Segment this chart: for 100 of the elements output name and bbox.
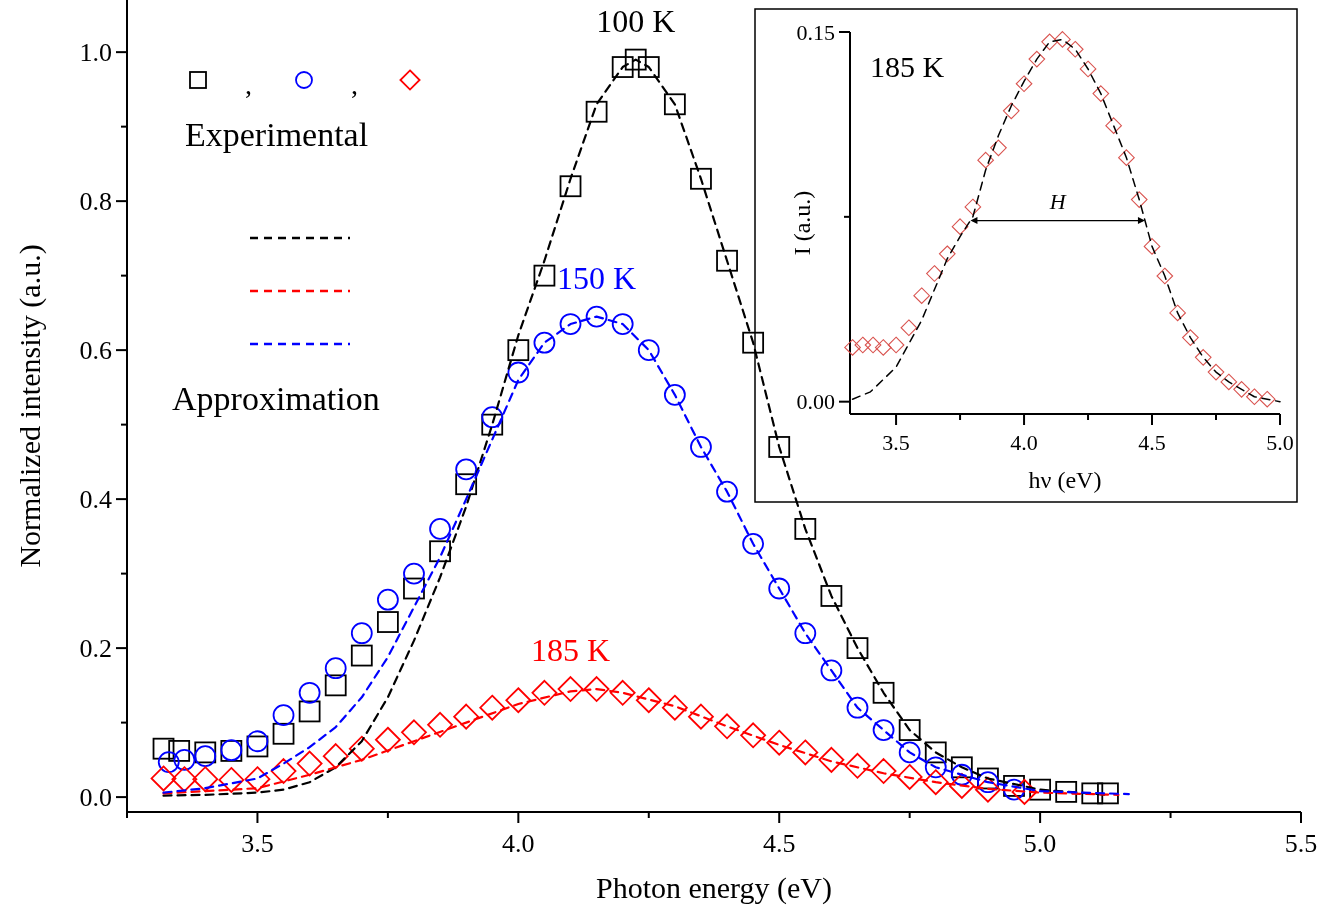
y-tick-label: 0.15 bbox=[796, 19, 835, 45]
x-tick-label: 4.5 bbox=[1138, 430, 1166, 455]
y-axis-title: Normalized intensity (a.u.) bbox=[13, 244, 47, 568]
point bbox=[296, 750, 323, 777]
point bbox=[1081, 782, 1104, 805]
point bbox=[898, 741, 921, 764]
point bbox=[324, 674, 347, 697]
point bbox=[913, 287, 931, 305]
x-axis-title: hν (eV) bbox=[1028, 467, 1102, 493]
y-tick-label: 0.2 bbox=[79, 634, 112, 664]
point bbox=[766, 729, 793, 756]
point bbox=[1156, 267, 1174, 285]
point bbox=[635, 687, 662, 714]
point bbox=[898, 719, 921, 741]
y-tick-label: 0.6 bbox=[79, 336, 112, 366]
point bbox=[401, 719, 427, 746]
point bbox=[168, 740, 191, 762]
point bbox=[557, 676, 584, 702]
series-label: 185 K bbox=[530, 632, 611, 669]
point bbox=[637, 56, 660, 78]
point bbox=[403, 577, 425, 600]
point bbox=[820, 585, 843, 607]
point bbox=[688, 703, 714, 730]
point bbox=[429, 540, 451, 563]
x-tick-label: 3.5 bbox=[882, 430, 910, 455]
point bbox=[1194, 348, 1212, 366]
point bbox=[505, 687, 532, 714]
point bbox=[742, 331, 765, 354]
point bbox=[350, 644, 373, 667]
point bbox=[820, 659, 843, 682]
point bbox=[533, 331, 556, 354]
point bbox=[690, 436, 712, 458]
point bbox=[661, 694, 688, 721]
x-tick-label: 4.5 bbox=[762, 829, 796, 858]
point bbox=[924, 741, 947, 764]
point bbox=[244, 766, 271, 793]
point bbox=[844, 339, 861, 356]
point bbox=[1207, 363, 1225, 381]
point bbox=[479, 694, 506, 721]
x-tick-label: 4.0 bbox=[502, 829, 535, 858]
point bbox=[481, 406, 504, 429]
point bbox=[429, 518, 451, 540]
point bbox=[507, 361, 530, 384]
point bbox=[846, 637, 869, 660]
point bbox=[637, 339, 660, 362]
y-axis-title: I (a.u.) bbox=[789, 190, 815, 256]
point bbox=[298, 700, 321, 723]
point bbox=[455, 458, 478, 481]
annotation: 185 K bbox=[870, 50, 945, 83]
y-tick-label: 0.8 bbox=[79, 187, 112, 217]
point bbox=[854, 336, 872, 354]
annotation: , bbox=[245, 69, 252, 100]
annotation: H bbox=[1048, 188, 1067, 214]
point bbox=[663, 93, 686, 116]
x-tick-label: 4.0 bbox=[1010, 430, 1038, 455]
point bbox=[507, 339, 530, 362]
point bbox=[948, 773, 975, 799]
point bbox=[348, 735, 375, 762]
point bbox=[1028, 50, 1046, 68]
point bbox=[887, 336, 905, 354]
point bbox=[1220, 373, 1238, 391]
point bbox=[1011, 778, 1038, 805]
point bbox=[611, 313, 634, 335]
y-tick-label: 0.0 bbox=[79, 783, 112, 813]
point bbox=[298, 681, 321, 704]
series-label: 100 K bbox=[596, 2, 676, 39]
point bbox=[896, 764, 923, 790]
point bbox=[977, 151, 994, 169]
point bbox=[427, 711, 453, 738]
point bbox=[1002, 102, 1020, 120]
point bbox=[455, 473, 478, 496]
point bbox=[1092, 85, 1110, 102]
point bbox=[218, 767, 245, 793]
point bbox=[350, 622, 373, 645]
point bbox=[714, 713, 740, 740]
point bbox=[1029, 778, 1052, 801]
point bbox=[1105, 117, 1122, 134]
point bbox=[716, 249, 738, 272]
point bbox=[1118, 149, 1135, 167]
point bbox=[585, 305, 608, 328]
point bbox=[716, 480, 738, 503]
point bbox=[272, 704, 295, 727]
point bbox=[583, 676, 610, 702]
point bbox=[246, 730, 269, 753]
point bbox=[157, 751, 180, 773]
y-tick-label: 0.00 bbox=[796, 389, 835, 415]
point bbox=[864, 336, 882, 354]
point bbox=[663, 383, 686, 406]
point bbox=[690, 167, 712, 190]
point bbox=[324, 657, 347, 680]
annotation: Approximation bbox=[172, 380, 380, 417]
point bbox=[376, 611, 399, 633]
point bbox=[1130, 191, 1148, 208]
point bbox=[192, 766, 219, 793]
point bbox=[870, 758, 897, 784]
point bbox=[872, 681, 895, 704]
y-tick-label: 0.4 bbox=[79, 485, 112, 515]
point bbox=[173, 748, 196, 771]
point bbox=[872, 719, 895, 741]
point bbox=[270, 758, 297, 784]
